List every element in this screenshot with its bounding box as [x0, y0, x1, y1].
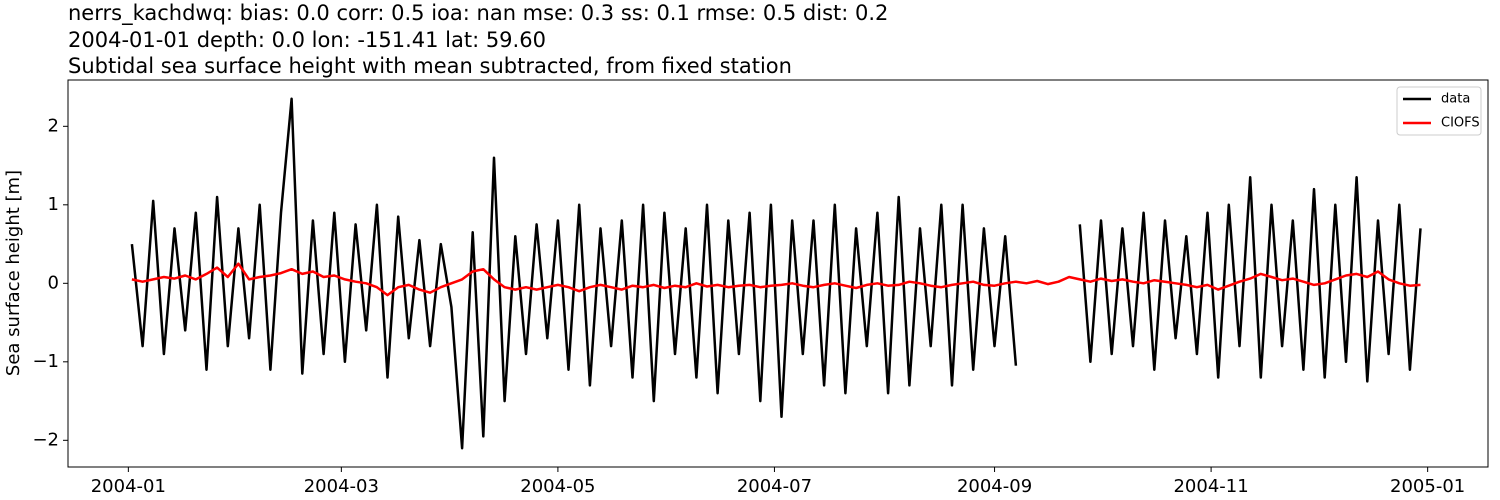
series-line — [130, 97, 1422, 450]
legend-label: data — [1441, 92, 1470, 107]
title-line: 2004-01-01 depth: 0.0 lon: -151.41 lat: … — [68, 28, 546, 52]
x-tick-label: 2004-11 — [1173, 476, 1248, 497]
x-tick-label: 2004-05 — [520, 476, 595, 497]
y-tick-label: 1 — [48, 194, 59, 215]
y-tick-label: −1 — [32, 351, 59, 372]
x-tick-label: 2005-01 — [1390, 476, 1465, 497]
x-tick-label: 2004-01 — [91, 476, 166, 497]
x-tick-label: 2004-07 — [737, 476, 812, 497]
series-line — [131, 262, 1421, 297]
title-line: nerrs_kachdwq: bias: 0.0 corr: 0.5 ioa: … — [68, 1, 888, 26]
y-tick-label: −2 — [32, 429, 59, 450]
y-tick-label: 2 — [48, 115, 59, 136]
plot-frame — [67, 79, 1489, 468]
title-line: Subtidal sea surface height with mean su… — [68, 54, 792, 78]
x-tick-label: 2004-09 — [957, 476, 1032, 497]
legend-label: CIOFS — [1441, 116, 1480, 131]
y-axis-label: Sea surface height [m] — [3, 170, 24, 376]
x-tick-label: 2004-03 — [304, 476, 379, 497]
y-tick-label: 0 — [48, 272, 59, 293]
